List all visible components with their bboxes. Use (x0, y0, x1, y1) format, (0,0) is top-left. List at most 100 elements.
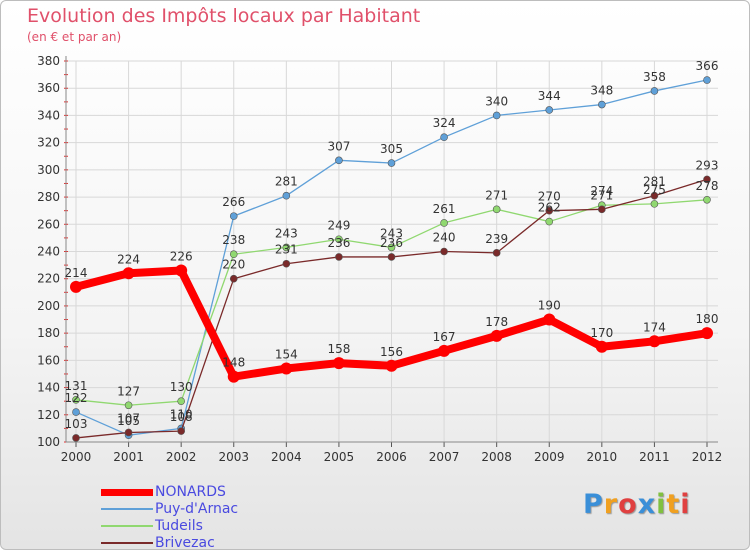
data-label: 270 (538, 190, 561, 204)
axes: 100 120 140 160 180 200 220 240 260 280 300 320 340 3… (37, 54, 722, 464)
data-point (282, 191, 291, 200)
data-labels: 214 224 226 148 154 158 156 167 178 190 170 174 180 1… (65, 59, 719, 431)
data-label: 154 (275, 348, 298, 362)
data-point (545, 106, 554, 114)
data-point (598, 205, 606, 214)
legend-swatch-brivezac (101, 542, 153, 544)
data-point (385, 359, 398, 372)
data-point (438, 344, 451, 357)
data-label: 275 (643, 183, 666, 197)
data-point (335, 156, 343, 165)
data-label: 131 (65, 379, 88, 393)
data-label: 266 (222, 195, 245, 209)
data-label: 305 (380, 142, 403, 156)
data-point (598, 100, 606, 109)
data-label: 344 (538, 89, 561, 103)
data-label: 214 (65, 266, 88, 280)
x-tick-label: 2007 (429, 450, 460, 464)
data-point (229, 250, 238, 259)
data-label: 170 (590, 326, 613, 340)
data-label: 167 (433, 330, 456, 344)
y-tick-label: 260 (37, 217, 60, 231)
data-point (648, 335, 661, 348)
data-point (72, 434, 80, 442)
data-label: 261 (433, 202, 456, 216)
data-point (177, 397, 185, 405)
y-tick-label: 240 (37, 245, 60, 259)
y-tick-label: 280 (37, 190, 60, 204)
data-point (335, 235, 343, 244)
x-tick-label: 2009 (534, 450, 565, 464)
y-tick-label: 360 (37, 81, 60, 95)
y-tick-label: 380 (37, 54, 60, 68)
legend-swatch-tudeils (101, 525, 153, 527)
legend-swatch-nonards (101, 489, 153, 496)
logo-letter: r (603, 489, 619, 520)
data-label: 262 (538, 201, 561, 215)
data-label: 281 (643, 175, 666, 189)
data-point (492, 111, 501, 120)
data-label: 366 (696, 59, 719, 73)
data-point (703, 76, 711, 84)
data-point (175, 264, 188, 277)
data-point (282, 259, 291, 268)
grid-lines (66, 60, 718, 443)
data-point (701, 327, 713, 340)
data-label: 148 (222, 356, 245, 370)
data-label: 274 (590, 184, 613, 198)
data-label: 281 (275, 175, 298, 189)
data-label: 358 (643, 70, 666, 84)
data-label: 278 (696, 179, 719, 193)
legend-label: Puy-d'Arnac (155, 501, 239, 517)
data-point (545, 217, 554, 226)
data-label: 236 (327, 236, 350, 250)
y-tick-label: 300 (37, 163, 60, 177)
x-tick-label: 2012 (692, 450, 723, 464)
data-point (490, 329, 503, 342)
data-label: 239 (485, 232, 508, 246)
data-label: 236 (380, 236, 403, 250)
data-label: 271 (485, 188, 508, 202)
data-point (335, 253, 343, 261)
data-label: 293 (696, 158, 719, 172)
series-lines (70, 76, 713, 442)
x-tick-label: 2011 (639, 450, 670, 464)
data-point (595, 340, 608, 353)
y-tick-label: 220 (37, 272, 60, 286)
data-label: 240 (433, 231, 456, 245)
data-point (650, 191, 659, 200)
data-point (229, 274, 238, 283)
data-point (72, 396, 80, 404)
y-tick-label: 120 (37, 408, 60, 422)
logo-letter: o (618, 489, 638, 520)
legend-swatch-puy-d-arnac (101, 508, 153, 510)
data-point (280, 362, 293, 375)
data-label: 156 (380, 345, 403, 359)
data-label: 127 (117, 384, 140, 398)
logo-letter: P (583, 489, 604, 520)
data-point (703, 195, 711, 204)
data-point (122, 267, 135, 280)
x-tick-label: 2003 (218, 450, 249, 464)
data-label: 158 (327, 342, 350, 356)
logo-letter: i (680, 489, 691, 520)
data-point (72, 408, 80, 416)
data-point (492, 249, 501, 257)
data-point (387, 243, 396, 252)
data-label: 348 (590, 84, 613, 98)
data-label: 238 (222, 233, 245, 247)
logo-letter: x (637, 489, 657, 520)
data-label: 271 (590, 188, 613, 202)
logo-letter: i (656, 489, 667, 520)
data-point (124, 428, 133, 437)
data-point (387, 159, 396, 167)
data-label: 224 (117, 252, 140, 266)
data-point (227, 370, 240, 383)
data-label: 130 (170, 380, 193, 394)
data-point (229, 212, 238, 220)
data-label: 231 (275, 243, 298, 257)
data-point (282, 243, 291, 252)
data-label: 190 (538, 299, 561, 313)
y-tick-label: 140 (37, 381, 60, 395)
